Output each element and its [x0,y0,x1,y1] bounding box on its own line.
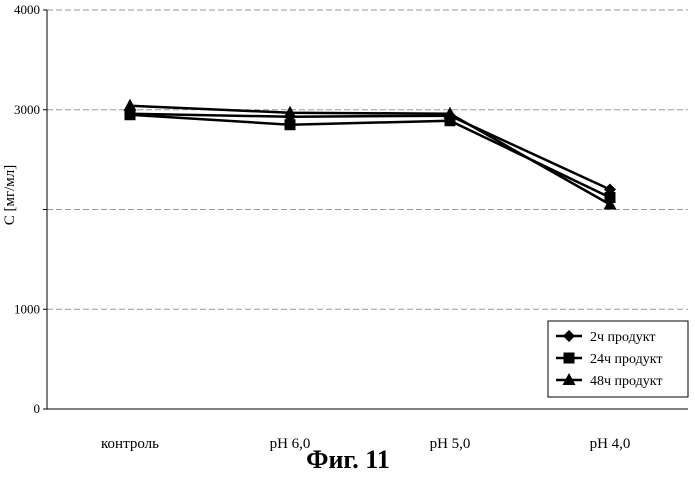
x-category-label: pH 4,0 [590,436,631,452]
legend-label: 24ч продукт [590,352,663,367]
x-category-label: pH 6,0 [270,436,311,452]
legend-label: 2ч продукт [590,330,656,345]
y-tick-label: 1000 [14,301,40,316]
y-tick-label: 3000 [14,102,40,117]
x-category-label: pH 5,0 [430,436,471,452]
legend-label: 48ч продукт [590,374,663,389]
data-point [285,119,296,130]
legend-marker [564,353,575,364]
data-point [125,109,136,120]
figure-caption: Фиг. 11 [306,445,390,474]
gridlines [47,10,688,309]
y-tick-label: 4000 [14,2,40,17]
legend: 2ч продукт 24ч продукт 48ч продукт [548,321,688,397]
y-tick-label: 0 [34,401,41,416]
series-lines [124,99,617,210]
y-axis-title: С [мг/мл] [2,165,18,226]
series-1 [124,108,616,196]
series-2 [125,109,616,203]
x-category-label: контроль [101,436,159,452]
series-line [130,114,610,190]
